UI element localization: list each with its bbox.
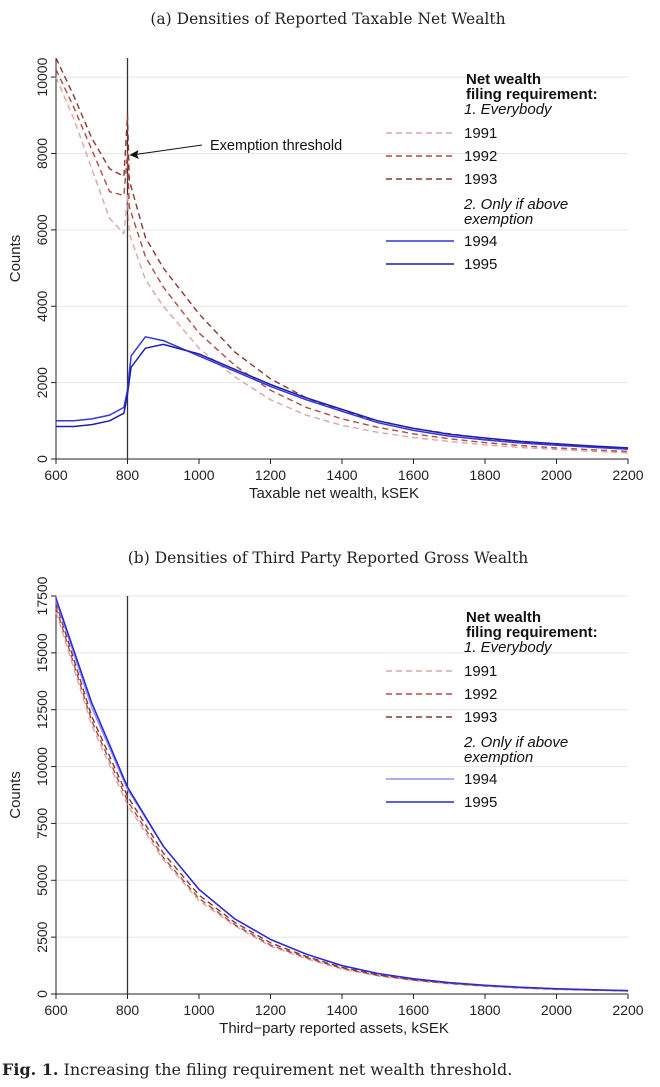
chart-b-xlabel: Third−party reported assets, kSEK	[219, 1020, 449, 1037]
chart-b-xtick-label-5: 1600	[398, 1002, 429, 1018]
chart-a-legend-title-2: filing requirement:	[466, 86, 598, 103]
chart-b-series-1991-line	[55, 611, 629, 992]
chart-b-ylabel: Counts	[7, 771, 24, 819]
chart-a-xtick-label-1: 800	[116, 467, 140, 483]
chart-b-legend-label-1994: 1994	[464, 771, 497, 788]
chart-b-xtick-label-1: 800	[116, 1002, 140, 1018]
chart-a-series-1994-line	[56, 336, 629, 450]
chart-b-legend-group-2b: exemption	[464, 749, 533, 766]
chart-a-series-1993-line	[55, 57, 629, 450]
chart-b-ytick-label-1: 2500	[34, 921, 50, 952]
chart-b-xtick-label-8: 2200	[612, 1002, 643, 1018]
chart-b-series-1992-line	[55, 607, 629, 992]
chart-b-xtick-label-7: 2000	[541, 1002, 572, 1018]
chart-a-legend-label-1994: 1994	[464, 233, 497, 250]
chart-b-series-1994-line	[55, 600, 629, 992]
chart-a-series-1992-line	[55, 69, 629, 453]
chart-a-legend-group-2a: 2. Only if above	[463, 196, 568, 213]
chart-a-xtick-label-4: 1400	[326, 467, 357, 483]
chart-a-legend-label-1993: 1993	[464, 171, 497, 188]
chart-b-legend-label-1995: 1995	[464, 794, 497, 811]
chart-a-title: (a) Densities of Reported Taxable Net We…	[150, 10, 505, 28]
chart-b-ytick-label-4: 10000	[34, 747, 50, 786]
chart-b-ytick-label-5: 12500	[34, 690, 50, 729]
chart-b-legend-label-1991: 1991	[464, 663, 497, 680]
chart-a-xtick-label-0: 600	[44, 467, 68, 483]
chart-a-xtick-label-5: 1600	[398, 467, 429, 483]
chart-b-xtick-label-0: 600	[44, 1002, 68, 1018]
chart-b-legend-group-2a: 2. Only if above	[463, 734, 568, 751]
chart-a-xtick-label-2: 1000	[183, 467, 214, 483]
caption-label: Fig. 1.	[2, 1060, 59, 1079]
chart-a-xtick-label-7: 2000	[541, 467, 572, 483]
figure-caption: Fig. 1. Increasing the filing requiremen…	[2, 1060, 658, 1079]
chart-b-legend-title-1: Net wealth	[466, 609, 541, 626]
chart-a-ytick-label-1: 2000	[34, 367, 50, 398]
chart-b-legend-group-1: 1. Everybody	[464, 639, 553, 656]
chart-a-xtick-label-8: 2200	[612, 467, 643, 483]
chart-b-series-1993-line	[55, 602, 629, 992]
chart-a-legend-title-1: Net wealth	[466, 71, 541, 88]
chart-a-annotation-arrowhead	[129, 149, 139, 159]
chart-b-ytick-label-0: 0	[34, 990, 50, 998]
chart-a-series-1991-line	[55, 76, 629, 454]
chart-a-xtick-label-6: 1800	[469, 467, 500, 483]
chart-a-legend-label-1995: 1995	[464, 256, 497, 273]
chart-a-legend-label-1992: 1992	[464, 148, 497, 165]
chart-b-xtick-label-2: 1000	[183, 1002, 214, 1018]
chart-b-legend-label-1992: 1992	[464, 686, 497, 703]
chart-a-ylabel: Counts	[7, 235, 24, 283]
chart-b-title: (b) Densities of Third Party Reported Gr…	[128, 549, 528, 567]
chart-a-legend-label-1991: 1991	[464, 125, 497, 142]
chart-a-legend-group-2b: exemption	[464, 211, 533, 228]
chart-b-ytick-label-3: 7500	[34, 808, 50, 839]
chart-a-ytick-label-2: 4000	[34, 290, 50, 321]
chart-b-legend-title-2: filing requirement:	[466, 624, 598, 641]
chart-b-ytick-label-6: 15000	[34, 633, 50, 672]
chart-a-annotation-arrow	[135, 144, 203, 155]
chart-b-xtick-label-4: 1400	[326, 1002, 357, 1018]
chart-b-series-1995-line	[55, 598, 629, 992]
chart-a-ytick-label-0: 0	[34, 455, 50, 463]
chart-a-series-1995-line	[56, 343, 629, 449]
chart-b-xtick-label-3: 1200	[255, 1002, 286, 1018]
chart-a-ytick-label-3: 6000	[34, 214, 50, 245]
chart-b-legend-label-1993: 1993	[464, 709, 497, 726]
chart-b-ytick-label-7: 17500	[34, 576, 50, 615]
chart-b-ytick-label-2: 5000	[34, 865, 50, 896]
chart-b-xtick-label-6: 1800	[469, 1002, 500, 1018]
chart-a-ytick-label-5: 10000	[34, 57, 50, 96]
chart-a-ytick-label-4: 8000	[34, 138, 50, 169]
caption-text: Increasing the filing requirement net we…	[58, 1060, 513, 1079]
chart-a-legend-group-1: 1. Everybody	[464, 101, 553, 118]
chart-a-annotation-text: Exemption threshold	[210, 138, 342, 154]
chart-a-xtick-label-3: 1200	[255, 467, 286, 483]
chart-a-xlabel: Taxable net wealth, kSEK	[249, 485, 419, 502]
